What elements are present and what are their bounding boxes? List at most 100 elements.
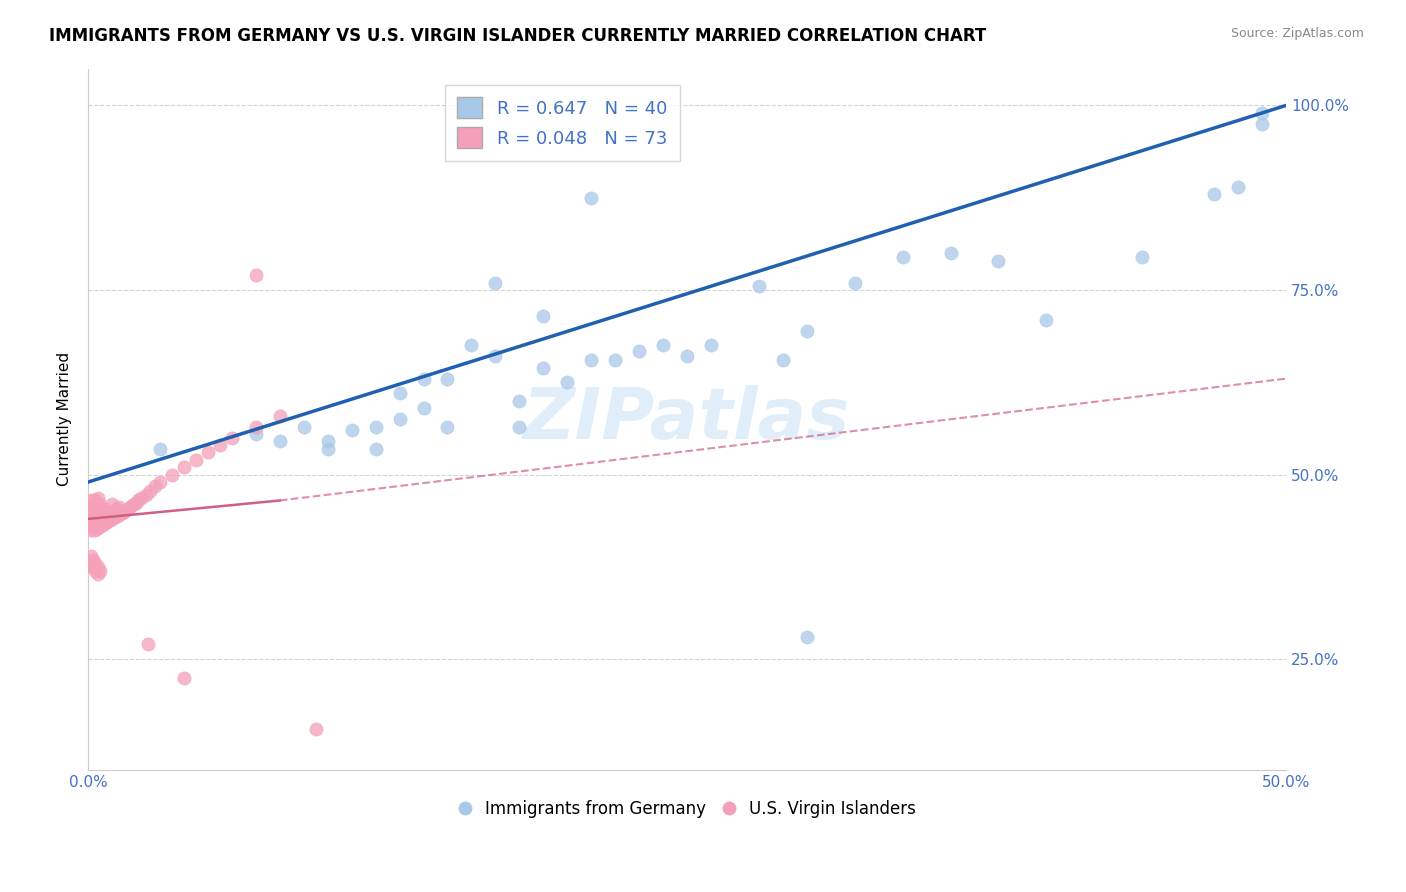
Point	[844, 276, 866, 290]
Point	[120, 499, 142, 513]
Point	[197, 445, 219, 459]
Point	[111, 506, 134, 520]
Point	[269, 409, 291, 423]
Point	[292, 419, 315, 434]
Point	[364, 419, 387, 434]
Point	[96, 515, 118, 529]
Point	[484, 276, 506, 290]
Point	[103, 503, 125, 517]
Point	[91, 510, 114, 524]
Point	[160, 467, 183, 482]
Point	[149, 442, 172, 456]
Point	[84, 500, 107, 515]
Point	[135, 488, 157, 502]
Point	[87, 506, 110, 520]
Point	[652, 338, 675, 352]
Point	[127, 493, 149, 508]
Point	[436, 419, 458, 434]
Point	[94, 501, 117, 516]
Point	[208, 438, 231, 452]
Point	[939, 246, 962, 260]
Point	[91, 517, 114, 532]
Point	[555, 376, 578, 390]
Point	[79, 556, 101, 570]
Point	[748, 279, 770, 293]
Point	[1251, 117, 1274, 131]
Point	[436, 371, 458, 385]
Point	[628, 343, 651, 358]
Legend: Immigrants from Germany, U.S. Virgin Islanders: Immigrants from Germany, U.S. Virgin Isl…	[451, 794, 922, 825]
Point	[173, 671, 195, 685]
Point	[129, 491, 152, 506]
Point	[98, 513, 121, 527]
Point	[79, 508, 101, 523]
Point	[772, 353, 794, 368]
Point	[388, 412, 411, 426]
Point	[87, 560, 110, 574]
Point	[316, 434, 339, 449]
Point	[531, 309, 554, 323]
Point	[340, 423, 363, 437]
Point	[891, 250, 914, 264]
Point	[364, 442, 387, 456]
Point	[89, 504, 111, 518]
Point	[89, 564, 111, 578]
Point	[796, 630, 818, 644]
Point	[79, 516, 101, 530]
Point	[91, 503, 114, 517]
Point	[700, 338, 723, 352]
Point	[105, 508, 128, 523]
Point	[1204, 187, 1226, 202]
Point	[388, 386, 411, 401]
Point	[508, 393, 530, 408]
Text: Source: ZipAtlas.com: Source: ZipAtlas.com	[1230, 27, 1364, 40]
Point	[143, 479, 166, 493]
Point	[1227, 179, 1250, 194]
Point	[136, 638, 159, 652]
Point	[316, 442, 339, 456]
Point	[184, 453, 207, 467]
Text: ZIPatlas: ZIPatlas	[523, 384, 851, 454]
Point	[1251, 105, 1274, 120]
Point	[221, 431, 243, 445]
Point	[84, 523, 107, 537]
Point	[484, 350, 506, 364]
Point	[676, 350, 699, 364]
Point	[87, 567, 110, 582]
Point	[118, 500, 141, 515]
Point	[531, 360, 554, 375]
Point	[305, 723, 328, 737]
Point	[605, 353, 627, 368]
Point	[987, 253, 1010, 268]
Point	[84, 564, 107, 578]
Point	[460, 338, 482, 352]
Point	[89, 512, 111, 526]
Point	[1130, 250, 1153, 264]
Point	[96, 508, 118, 522]
Point	[412, 401, 434, 416]
Point	[112, 504, 135, 518]
Point	[115, 503, 138, 517]
Point	[89, 497, 111, 511]
Point	[84, 556, 107, 570]
Point	[796, 324, 818, 338]
Point	[82, 497, 104, 511]
Point	[82, 560, 104, 574]
Point	[87, 513, 110, 527]
Point	[87, 491, 110, 506]
Point	[79, 500, 101, 515]
Point	[84, 508, 107, 523]
Point	[82, 552, 104, 566]
Point	[108, 508, 131, 522]
Point	[581, 353, 603, 368]
Point	[87, 521, 110, 535]
Point	[103, 510, 125, 524]
Point	[1035, 312, 1057, 326]
Point	[101, 504, 124, 518]
Point	[173, 460, 195, 475]
Point	[89, 519, 111, 533]
Point	[84, 493, 107, 508]
Point	[94, 516, 117, 531]
Text: IMMIGRANTS FROM GERMANY VS U.S. VIRGIN ISLANDER CURRENTLY MARRIED CORRELATION CH: IMMIGRANTS FROM GERMANY VS U.S. VIRGIN I…	[49, 27, 987, 45]
Point	[79, 549, 101, 563]
